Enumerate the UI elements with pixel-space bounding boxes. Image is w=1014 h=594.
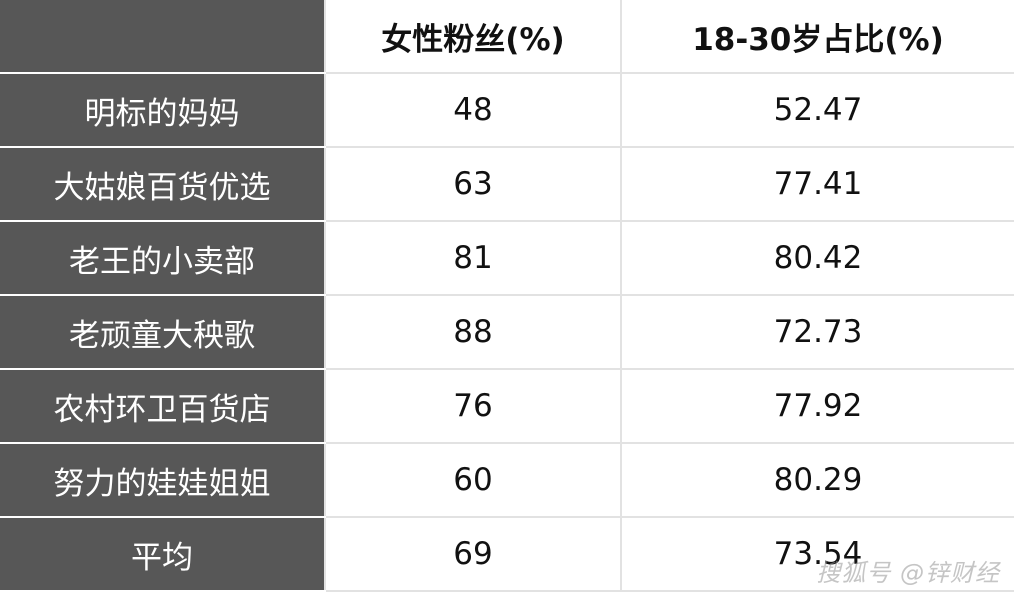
female-fans-cell: 76 <box>324 369 621 444</box>
age-18-30-cell: 72.73 <box>620 295 1014 370</box>
row-name: 农村环卫百货店 <box>0 369 325 444</box>
row-name: 老王的小卖部 <box>0 221 325 296</box>
female-fans-cell: 63 <box>324 147 621 222</box>
age-18-30-cell: 80.42 <box>620 221 1014 296</box>
row-name: 老顽童大秧歌 <box>0 295 325 370</box>
table-row: 老王的小卖部 81 80.42 <box>0 221 1014 296</box>
row-name: 努力的娃娃姐姐 <box>0 443 325 518</box>
watermark: 搜狐号 @锌财经 <box>816 559 1000 587</box>
table-row: 大姑娘百货优选 63 77.41 <box>0 147 1014 222</box>
table-row: 平均 69 73.54 <box>0 517 1014 592</box>
row-name: 大姑娘百货优选 <box>0 147 325 222</box>
female-fans-cell: 60 <box>324 443 621 518</box>
header-row: 女性粉丝(%) 18-30岁占比(%) <box>0 0 1014 74</box>
age-18-30-cell: 52.47 <box>620 73 1014 148</box>
female-fans-cell: 69 <box>324 517 621 592</box>
header-age-18-30: 18-30岁占比(%) <box>620 0 1014 74</box>
header-female-fans: 女性粉丝(%) <box>324 0 621 74</box>
header-blank <box>0 0 325 74</box>
row-name: 平均 <box>0 517 325 592</box>
age-18-30-cell: 77.41 <box>620 147 1014 222</box>
female-fans-cell: 88 <box>324 295 621 370</box>
table-row: 明标的妈妈 48 52.47 <box>0 73 1014 148</box>
age-18-30-cell: 73.54 <box>620 517 1014 592</box>
age-18-30-cell: 77.92 <box>620 369 1014 444</box>
female-fans-cell: 81 <box>324 221 621 296</box>
age-18-30-cell: 80.29 <box>620 443 1014 518</box>
table-row: 农村环卫百货店 76 77.92 <box>0 369 1014 444</box>
row-name: 明标的妈妈 <box>0 73 325 148</box>
table-row: 努力的娃娃姐姐 60 80.29 <box>0 443 1014 518</box>
female-fans-cell: 48 <box>324 73 621 148</box>
table-row: 老顽童大秧歌 88 72.73 <box>0 295 1014 370</box>
